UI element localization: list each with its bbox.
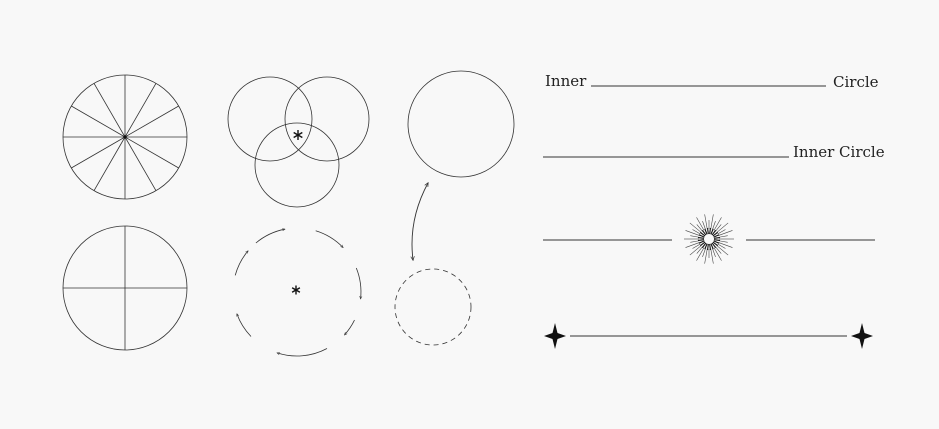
- label-circle: Circle: [833, 73, 879, 91]
- venn-circle-right: [284, 76, 370, 162]
- center-dot: [123, 135, 127, 139]
- venn-circle-bottom: [254, 122, 340, 208]
- arrow-arc-circle: [234, 229, 361, 357]
- sunburst-icon: [684, 214, 734, 264]
- venn-circle-left: [227, 76, 313, 162]
- star-icon: [291, 285, 301, 295]
- six-point-star-icon: [851, 323, 873, 349]
- arc-arrows: [234, 229, 361, 357]
- segment-spokes: [63, 75, 187, 199]
- venn-circles: [227, 76, 370, 208]
- curved-arrow-icon: [412, 183, 428, 260]
- label-inner: Inner: [545, 72, 587, 90]
- segmented-circle: [62, 74, 188, 200]
- label-inner-circle: Inner Circle: [793, 143, 885, 161]
- quartered-circle: [62, 225, 188, 351]
- dashed-circle: [394, 268, 472, 346]
- sunburst-divider: [543, 214, 875, 264]
- star-divider: [544, 323, 873, 349]
- six-point-star-icon: [544, 323, 566, 349]
- star-icon: [293, 130, 303, 140]
- plain-circle: [407, 70, 515, 178]
